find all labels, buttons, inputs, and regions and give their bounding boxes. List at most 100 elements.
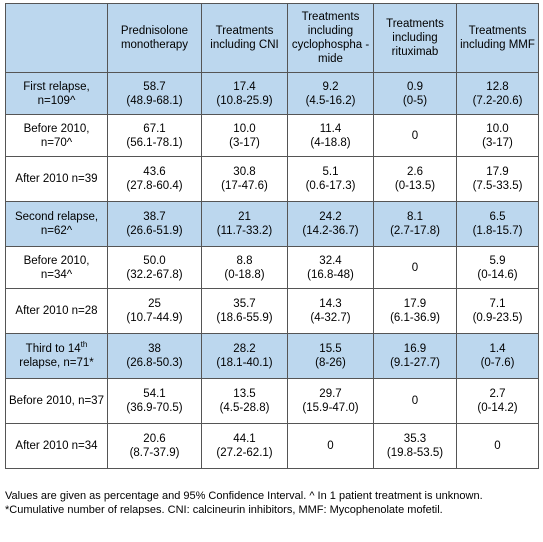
value: 2.6 xyxy=(407,166,423,178)
row-label: Second relapse, n=62^ xyxy=(5,201,108,247)
cell-rituximab: 17.9 (6.1-36.9) xyxy=(373,288,457,334)
results-table: Prednisolone monotherapy Treatments incl… xyxy=(5,3,539,469)
confidence-interval: (0-7.6) xyxy=(480,357,515,369)
cell-cyclophosphamide: 0 xyxy=(287,423,374,469)
cell-prednisolone: 50.0 (32.2-67.8) xyxy=(107,246,202,289)
confidence-interval: (4.5-28.8) xyxy=(219,402,270,414)
confidence-interval: (1.8-15.7) xyxy=(472,225,523,237)
table-row-before-2010: Before 2010, n=70^ 67.1 (56.1-78.1) 10.0(… xyxy=(5,114,539,157)
confidence-interval: (0.6-17.3) xyxy=(305,180,356,192)
cell-cni: 10.0 (3-17) xyxy=(201,114,288,157)
cell-cni: 17.4 (10.8-25.9) xyxy=(201,72,288,115)
value: 54.1 xyxy=(143,388,166,400)
confidence-interval: (4.5-16.2) xyxy=(305,94,356,107)
confidence-interval: (8.7-37.9) xyxy=(129,447,180,459)
header-row: Prednisolone monotherapy Treatments incl… xyxy=(5,3,539,73)
value: 32.4 xyxy=(319,254,342,267)
value: 0 xyxy=(411,395,419,407)
cell-prednisolone: 43.6 (27.8-60.4) xyxy=(107,156,202,202)
cell-mmf: 17.9 (7.5-33.5) xyxy=(456,156,539,202)
confidence-interval: (27.2-62.1) xyxy=(216,447,273,459)
value: 10.0 xyxy=(233,122,256,135)
confidence-interval: (0-18.8) xyxy=(224,268,265,281)
cell-cni: 28.2 (18.1-40.1) xyxy=(201,333,288,379)
value: 13.5 xyxy=(233,388,256,400)
value: 24.2 xyxy=(319,211,342,223)
confidence-interval: (11.7-33.2) xyxy=(216,225,273,237)
value: 17.9 xyxy=(486,166,509,178)
table-row-third-to-14th-relapse: Third to 14th relapse, n=71* 38 (26.8-50.… xyxy=(5,333,539,379)
value: 1.4 xyxy=(489,343,506,355)
cell-prednisolone: 58.7 (48.9-68.1) xyxy=(107,72,202,115)
confidence-interval: (4-18.8) xyxy=(310,136,351,149)
header-cni: Treatments including CNI xyxy=(201,3,288,73)
value: 12.8 xyxy=(486,80,509,93)
confidence-interval: (26.6-51.9) xyxy=(126,225,183,237)
confidence-interval: (56.1-78.1) xyxy=(126,136,183,149)
confidence-interval: (0-5) xyxy=(402,94,428,107)
row-label: Before 2010, n=34^ xyxy=(5,246,108,289)
confidence-interval: (15.9-47.0) xyxy=(302,402,359,414)
cell-mmf: 0 xyxy=(456,423,539,469)
row-label: After 2010 n=39 xyxy=(5,156,108,202)
confidence-interval: (26.8-50.3) xyxy=(126,357,183,369)
cell-cni: 13.5 (4.5-28.8) xyxy=(201,378,288,424)
header-prednisolone: Prednisolone monotherapy xyxy=(107,3,202,73)
value: 25 xyxy=(148,298,161,310)
value: 67.1 xyxy=(143,122,166,135)
value: 0 xyxy=(494,440,501,452)
value: 16.9 xyxy=(403,343,427,355)
row-label: First relapse, n=109^ xyxy=(5,72,108,115)
value: 28.2 xyxy=(233,343,256,355)
cell-cyclophosphamide: 9.2 (4.5-16.2) xyxy=(287,72,374,115)
value: 43.6 xyxy=(143,166,166,178)
value: 2.7 xyxy=(489,388,506,400)
cell-mmf: 6.5 (1.8-15.7) xyxy=(456,201,539,247)
cell-prednisolone: 38.7 (26.6-51.9) xyxy=(107,201,202,247)
value: 5.9 xyxy=(489,254,506,267)
confidence-interval: (16.8-48) xyxy=(307,268,354,281)
confidence-interval: (36.9-70.5) xyxy=(126,402,183,414)
value: 50.0 xyxy=(143,254,166,267)
value: 5.1 xyxy=(322,166,339,178)
cell-mmf: 7.1 (0.9-23.5) xyxy=(456,288,539,334)
table-row-before-2010: Before 2010, n=37 54.1 (36.9-70.5) 13.5 (4… xyxy=(5,378,539,424)
cell-cni: 35.7 (18.6-55.9) xyxy=(201,288,288,334)
cell-cyclophosphamide: 14.3 (4-32.7) xyxy=(287,288,374,334)
cell-cyclophosphamide: 11.4 (4-18.8) xyxy=(287,114,374,157)
header-cell-empty xyxy=(5,3,108,73)
cell-mmf: 5.9 (0-14.6) xyxy=(456,246,539,289)
value: 21 xyxy=(238,211,251,223)
confidence-interval: (32.2-67.8) xyxy=(126,268,183,281)
value: 0 xyxy=(411,129,419,142)
table-row-after-2010: After 2010 n=39 43.6 (27.8-60.4) 30.8 (17-… xyxy=(5,156,539,202)
cell-rituximab: 2.6 (0-13.5) xyxy=(373,156,457,202)
row-label-superscript: th xyxy=(80,340,88,350)
confidence-interval: (8-26) xyxy=(315,357,346,369)
table-row-after-2010: After 2010 n=34 20.6 (8.7-37.9) 44.1 (27.2… xyxy=(5,423,539,469)
confidence-interval: (0-14.2) xyxy=(477,402,518,414)
confidence-interval: (18.6-55.9) xyxy=(216,312,273,324)
value: 15.5 xyxy=(319,343,342,355)
cell-prednisolone: 54.1 (36.9-70.5) xyxy=(107,378,202,424)
cell-cni: 30.8 (17-47.6) xyxy=(201,156,288,202)
cell-cni: 8.8 (0-18.8) xyxy=(201,246,288,289)
confidence-interval: (17-47.6) xyxy=(221,180,268,192)
confidence-interval: (27.8-60.4) xyxy=(126,180,183,192)
value: 11.4 xyxy=(319,122,342,135)
cell-prednisolone: 38 (26.8-50.3) xyxy=(107,333,202,379)
cell-cni: 44.1 (27.2-62.1) xyxy=(201,423,288,469)
confidence-interval: (6.1-36.9) xyxy=(390,312,440,324)
cell-rituximab: 0 xyxy=(373,246,457,289)
cell-mmf: 12.8 (7.2-20.6) xyxy=(456,72,539,115)
value: 35.7 xyxy=(233,298,256,310)
confidence-interval: (7.5-33.5) xyxy=(472,180,523,192)
value: 6.5 xyxy=(489,211,506,223)
row-label: After 2010 n=28 xyxy=(5,288,108,334)
cell-prednisolone: 20.6 (8.7-37.9) xyxy=(107,423,202,469)
value: 38.7 xyxy=(143,211,166,223)
confidence-interval: (9.1-27.7) xyxy=(390,357,440,369)
value: 7.1 xyxy=(489,298,506,310)
table-row-before-2010: Before 2010, n=34^ 50.0 (32.2-67.8) 8.8 (0… xyxy=(5,246,539,289)
